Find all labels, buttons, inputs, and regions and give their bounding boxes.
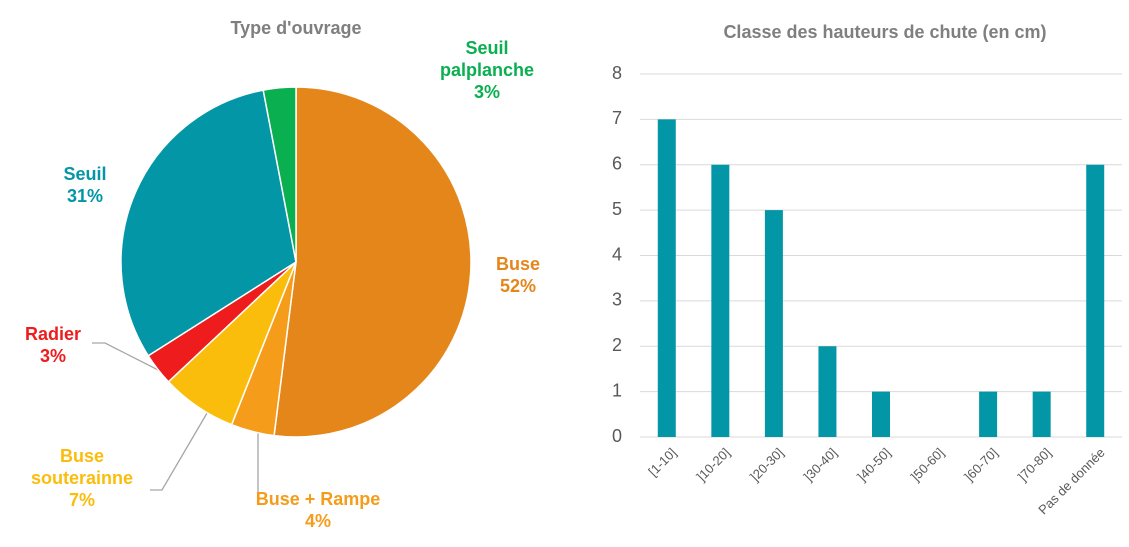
y-tick-label: 4 <box>612 244 622 264</box>
slice-name: Radier <box>24 324 82 344</box>
x-tick-label: ]50-60] <box>908 445 947 484</box>
slice-label: Seuil 31% <box>20 163 150 207</box>
slice-name: Buse <box>495 254 540 274</box>
pie-slice <box>273 86 472 438</box>
leader-lines <box>92 342 259 495</box>
pie-slice <box>262 86 297 263</box>
slice-value: 31% <box>66 186 104 206</box>
y-tick-label: 2 <box>612 335 622 355</box>
y-tick-label: 1 <box>612 380 622 400</box>
slice-label: Seuil palplanche 3% <box>432 37 542 103</box>
bar <box>818 346 837 437</box>
leader-line <box>150 407 211 491</box>
x-tick-label: ]30-40] <box>801 445 840 484</box>
y-tick-label: 0 <box>612 426 622 446</box>
slice-value: 52% <box>499 276 537 296</box>
slice-label: Buse souterainne 7% <box>17 445 147 511</box>
y-tick-label: 6 <box>612 154 622 174</box>
slice-label: Buse + Rampe 4% <box>253 488 383 532</box>
slice-name: Seuil palplanche <box>439 38 535 80</box>
y-tick-label: 3 <box>612 290 622 310</box>
slice-name: Buse souterainne <box>30 446 134 488</box>
y-tick-label: 8 <box>612 63 622 83</box>
bar <box>764 210 783 437</box>
pie-title: Type d'ouvrage <box>231 18 362 38</box>
bar <box>1032 391 1051 437</box>
bar-title: Classe des hauteurs de chute (en cm) <box>723 22 1046 42</box>
bar <box>657 119 676 437</box>
x-tick-label: ]60-70] <box>961 445 1000 484</box>
bar <box>1086 164 1105 437</box>
slice-label: Radier 3% <box>0 323 118 367</box>
bar <box>872 391 890 437</box>
x-tick-label: ]20-30] <box>747 445 786 484</box>
slice-value: 7% <box>68 490 95 510</box>
pie-slice <box>120 89 297 357</box>
slice-name: Buse + Rampe <box>255 489 381 509</box>
x-tick-label: [1-10] <box>645 445 679 479</box>
slice-label: Buse 52% <box>453 253 583 297</box>
slice-value: 4% <box>304 511 331 531</box>
x-tick-label: ]10-20] <box>694 445 733 484</box>
x-tick-label: ]70-80] <box>1015 445 1054 484</box>
y-tick-label: 5 <box>612 199 622 219</box>
slice-value: 3% <box>39 346 66 366</box>
x-tick-label: ]40-50] <box>854 445 893 484</box>
slice-name: Seuil <box>63 164 107 184</box>
slice-value: 3% <box>473 82 500 102</box>
bar <box>711 164 730 437</box>
leader-line <box>92 342 165 374</box>
y-tick-label: 7 <box>612 108 622 128</box>
bar <box>979 391 998 437</box>
